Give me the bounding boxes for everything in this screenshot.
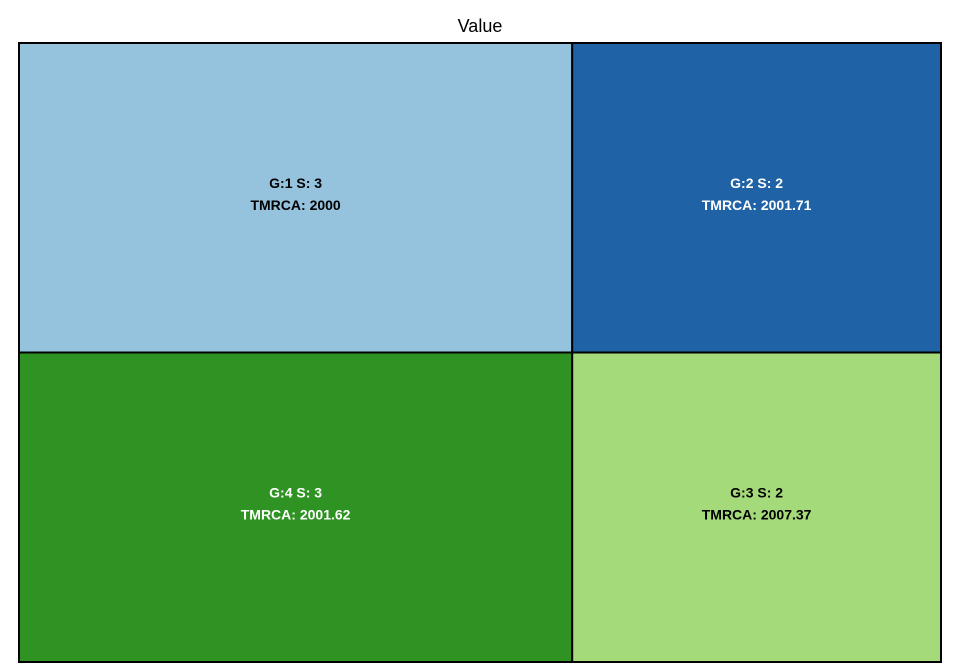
treemap-tile-sublabel: TMRCA: 2001.62: [241, 506, 351, 522]
treemap-tile-label: G:1 S: 3: [269, 175, 322, 191]
treemap-tile: G:4 S: 3 TMRCA: 2001.62: [18, 351, 574, 663]
treemap-tile-sublabel: TMRCA: 2001.71: [702, 197, 812, 213]
treemap-tile-rect: [571, 351, 942, 663]
treemap-tile: G:2 S: 2 TMRCA: 2001.71: [571, 42, 942, 354]
treemap-tile-sublabel: TMRCA: 2000: [250, 197, 340, 213]
treemap-tile-rect: [571, 42, 942, 354]
treemap-tile: G:3 S: 2 TMRCA: 2007.37: [571, 351, 942, 663]
chart-title: Value: [457, 16, 503, 36]
treemap-tile-label: G:2 S: 2: [730, 175, 783, 191]
treemap-tile-sublabel: TMRCA: 2007.37: [702, 506, 812, 522]
treemap-tile: G:1 S: 3 TMRCA: 2000: [18, 42, 574, 354]
treemap-tile-label: G:3 S: 2: [730, 484, 783, 500]
treemap-tile-label: G:4 S: 3: [269, 484, 322, 500]
